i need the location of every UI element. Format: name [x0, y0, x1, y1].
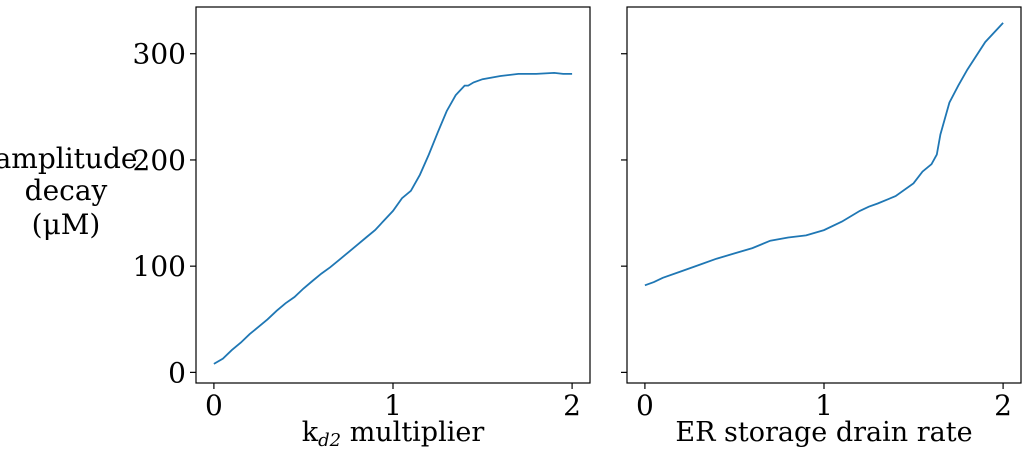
x-tick-label: 2	[994, 389, 1012, 422]
x-tick-label: 0	[636, 389, 654, 422]
y-tick-label: 300	[133, 38, 186, 71]
series-line	[644, 22, 1004, 287]
x-tick-label: 1	[384, 389, 402, 422]
y-tick-label: 200	[133, 144, 186, 177]
y-tick-label: 0	[168, 356, 186, 389]
y-axis-label-line: amplitude	[0, 142, 137, 175]
plot-frame	[195, 6, 591, 384]
y-axis-label-line: decay	[25, 174, 108, 207]
x-axis-label-subscript: d2	[318, 430, 341, 451]
x-axis-label: ER storage drain rate	[675, 417, 972, 448]
right-panel: 0 1 2 ER storage drain rate	[621, 6, 1022, 448]
x-tick-label: 1	[815, 389, 833, 422]
x-tick-label: 0	[205, 389, 223, 422]
x-axis-label-main: ER storage drain rate	[675, 417, 972, 448]
x-axis-label-main: k	[302, 417, 319, 448]
y-tick-label: 100	[133, 250, 186, 283]
y-axis-label-line: (μM)	[32, 208, 101, 241]
x-axis-label-rest: multiplier	[341, 417, 484, 448]
x-tick-label: 2	[563, 389, 581, 422]
left-panel: 0 1 2 0 100 200 300 kd2 multiplier amplitudedeca…	[0, 6, 591, 451]
series-line	[213, 71, 573, 365]
plot-frame	[626, 6, 1022, 384]
x-axis-label: kd2 multiplier	[302, 417, 485, 451]
